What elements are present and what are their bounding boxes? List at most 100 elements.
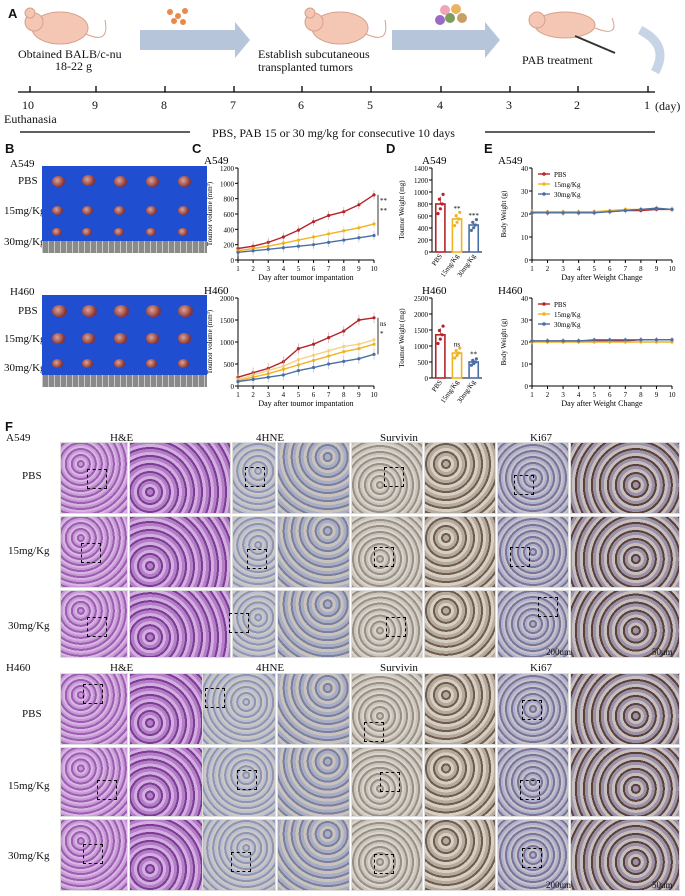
y-tick-label: 600 xyxy=(224,211,235,219)
x-tick-label: 7 xyxy=(327,265,331,273)
x-tick-label: 4 xyxy=(282,391,286,399)
legend-label: 15mg/Kg xyxy=(554,181,581,189)
y-tick-label: 2000 xyxy=(414,311,429,319)
x-tick-label: 1 xyxy=(530,391,534,399)
y-tick-label: 0 xyxy=(525,257,529,265)
chart-c-a549: A549 0 200 400 600 800 1000 1200 1 2 3 4 5 6 7 8 9 10 Day … xyxy=(204,155,388,282)
x-tick-label: 10 xyxy=(371,391,379,399)
data-point xyxy=(296,347,301,351)
y-tick-label: 0 xyxy=(425,249,429,257)
x-tick-label: 8 xyxy=(342,391,346,399)
data-point xyxy=(281,373,285,377)
y-tick-label: 400 xyxy=(224,226,235,234)
histo-a549-pbs-survivin-zoom xyxy=(424,442,496,514)
y-tick-label: 1500 xyxy=(414,327,429,335)
chart-title: H460 xyxy=(422,286,447,297)
y-tick-label: 0 xyxy=(231,257,235,265)
data-point xyxy=(311,358,316,363)
data-point xyxy=(296,369,301,373)
histo-h460-pbs-4hne xyxy=(202,673,276,745)
data-point xyxy=(623,338,627,342)
panel-d-label: D xyxy=(386,141,396,156)
y-tick-label: 30 xyxy=(521,188,529,196)
timeline-day: 3 xyxy=(506,98,512,112)
legend-label: PBS xyxy=(554,171,567,179)
b-a549-group: PBS xyxy=(18,175,38,187)
legend-marker xyxy=(542,172,546,176)
series-line-15mgkg xyxy=(237,223,375,252)
data-point xyxy=(357,347,361,351)
data-point xyxy=(251,377,255,381)
x-tick-label: 1 xyxy=(530,265,534,273)
x-tick-label: 3 xyxy=(266,391,270,399)
sig-label: ** xyxy=(454,205,462,213)
histo-a549-15-he xyxy=(60,516,128,588)
y-tick-label: 30 xyxy=(521,317,529,325)
f-h460-group: 30mg/Kg xyxy=(8,850,50,862)
data-point xyxy=(311,235,316,239)
y-axis-label: Toumor volume (mm³) xyxy=(206,309,214,374)
data-point xyxy=(372,316,376,320)
x-tick-label: 8 xyxy=(639,265,643,273)
x-tick-label: 3 xyxy=(266,265,270,273)
histo-h460-pbs-4hne-zoom xyxy=(277,673,350,745)
data-point xyxy=(327,240,331,244)
x-tick-label: 7 xyxy=(624,265,628,273)
a549-tumor-photo xyxy=(42,166,207,253)
data-point xyxy=(453,356,457,360)
b-a549-title: A549 xyxy=(10,158,35,170)
histo-a549-pbs-ki67 xyxy=(497,442,569,514)
series-line-mid xyxy=(237,339,375,381)
data-point xyxy=(474,218,479,222)
data-point xyxy=(311,243,316,247)
f-col-he: H&E xyxy=(110,432,134,444)
x-tick-label: 2 xyxy=(251,265,255,273)
histo-h460-pbs-he xyxy=(60,673,128,745)
data-point xyxy=(266,375,270,379)
legend-label: 30mg/Kg xyxy=(554,321,581,329)
data-point xyxy=(453,224,457,228)
step-treat: PAB treatment xyxy=(522,53,593,67)
timeline-day: 7 xyxy=(230,98,236,112)
data-point xyxy=(457,217,461,221)
step-obtain-weight: 18-22 g xyxy=(55,59,92,73)
y-tick-label: 200 xyxy=(418,237,429,245)
chart-title: A549 xyxy=(498,155,523,167)
mouse-icon-1 xyxy=(24,7,107,45)
data-point xyxy=(342,329,346,333)
data-point xyxy=(357,357,361,361)
legend-marker xyxy=(542,322,546,326)
timeline-day: 5 xyxy=(367,98,373,112)
scale-bar-50: 50um xyxy=(652,880,673,890)
bar-15mgkg xyxy=(451,352,463,379)
panel-f-label: F xyxy=(5,419,13,434)
data-point xyxy=(471,358,475,362)
data-point xyxy=(561,211,565,215)
x-axis-label: Day after toumor impantation xyxy=(258,273,353,282)
data-point xyxy=(455,220,459,224)
f-a549-group: PBS xyxy=(22,470,42,482)
data-point xyxy=(342,229,346,233)
data-point xyxy=(327,213,331,218)
x-tick-label: 5 xyxy=(297,265,301,273)
x-axis-label: Day after toumor impantation xyxy=(258,399,353,408)
data-point xyxy=(458,210,462,214)
histo-a549-30-4hne xyxy=(229,590,276,658)
mouse-icon-3 xyxy=(528,11,615,39)
x-tick-label: 4 xyxy=(282,265,286,273)
y-tick-label: 2500 xyxy=(414,295,429,303)
data-point xyxy=(342,359,346,363)
data-point xyxy=(473,223,478,227)
legend-label: 30mg/Kg xyxy=(554,191,581,199)
x-tick-label: PBS xyxy=(430,378,444,393)
data-point xyxy=(654,206,659,210)
f-a549-group: 30mg/Kg xyxy=(8,620,50,632)
data-point xyxy=(441,324,445,328)
data-point xyxy=(281,235,285,239)
y-tick-label: 40 xyxy=(521,295,529,303)
series-line-pbs xyxy=(237,317,375,378)
chart-title: H460 xyxy=(204,286,229,297)
x-tick-label: 2 xyxy=(546,265,550,273)
data-point xyxy=(437,197,442,201)
x-tick-label: 4 xyxy=(577,391,581,399)
